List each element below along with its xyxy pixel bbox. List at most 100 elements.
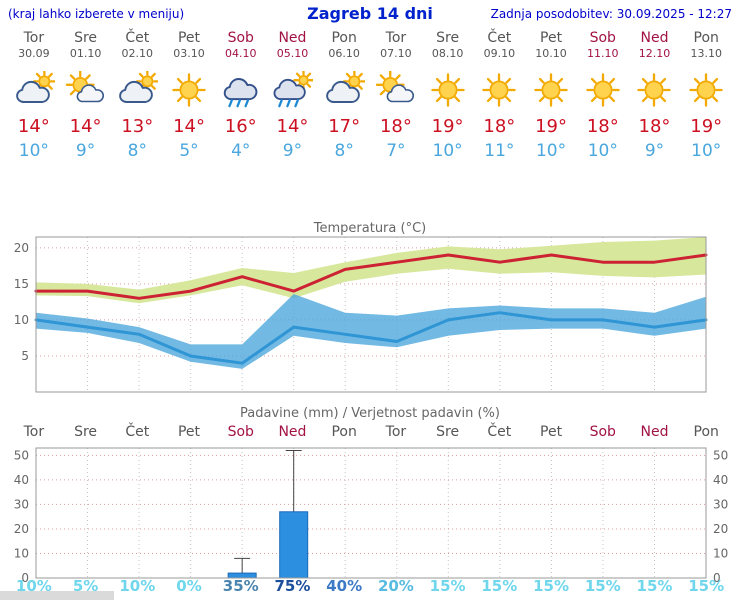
precip-probability: 0% (176, 577, 202, 595)
svg-text:30: 30 (14, 497, 29, 511)
svg-text:50: 50 (14, 448, 29, 462)
temp-max: 19° (431, 116, 464, 137)
svg-text:20: 20 (14, 522, 29, 536)
svg-text:15: 15 (14, 277, 29, 291)
precip-day-label: Čet (487, 424, 512, 440)
forecast-day-column[interactable]: Čet 02.10 13° 8° (111, 30, 163, 161)
precip-probability: 15% (584, 577, 621, 595)
temp-max: 14° (17, 116, 50, 137)
temp-max: 14° (173, 116, 205, 137)
forecast-day-column[interactable]: Ned 05.10 14° 9° (267, 30, 319, 161)
day-name: Sre (74, 30, 98, 46)
rain-icon (215, 71, 267, 113)
temp-max: 18° (586, 116, 619, 137)
temp-min: 10° (432, 141, 463, 161)
precip-day-label: Pon (331, 424, 357, 440)
day-date: 11.10 (587, 47, 619, 60)
day-date: 10.10 (535, 47, 567, 60)
temperature-chart: 5 10 15 20 (14, 236, 708, 393)
forecast-day-column[interactable]: Sob 11.10 18° 10° (577, 30, 629, 161)
temp-min: 9° (644, 141, 665, 161)
forecast-day-column[interactable]: Sre 01.10 14° 9° (60, 30, 112, 161)
svg-text:20: 20 (713, 522, 728, 536)
svg-text:5: 5 (21, 349, 29, 363)
precip-probability: 20% (377, 577, 414, 595)
forecast-day-column[interactable]: Pon 13.10 19° 10° (680, 30, 732, 161)
sunny-icon (473, 71, 525, 113)
day-name: Čet (487, 30, 512, 46)
temp-max: 19° (535, 116, 567, 137)
temp-min: 8° (127, 141, 147, 161)
temp-min: 7° (386, 141, 406, 161)
precip-day-label: Ned (640, 424, 669, 440)
precip-day-labels: Tor Sre Čet Pet Sob Ned Pon Tor Sre Čet Pet Sob Ned P… (8, 424, 732, 440)
temp-min: 4° (231, 141, 251, 161)
svg-text:10: 10 (713, 546, 728, 560)
forecast-day-column[interactable]: Ned 12.10 18° 9° (629, 30, 681, 161)
rain-sun-icon (267, 71, 319, 113)
forecast-day-column[interactable]: Tor 30.09 14° 10° (8, 30, 60, 161)
svg-text:50: 50 (713, 448, 728, 462)
precip-day-label: Tor (23, 424, 45, 440)
precip-day-label: Sre (74, 424, 98, 440)
temp-min: 10° (587, 141, 618, 161)
precip-probability: 10% (15, 577, 52, 595)
day-date: 08.10 (431, 47, 464, 60)
day-date: 07.10 (380, 47, 412, 60)
forecast-day-column[interactable]: Čet 09.10 18° 11° (473, 30, 525, 161)
forecast-day-column[interactable]: Pon 06.10 17° 8° (318, 30, 370, 161)
precip-probability: 10% (119, 577, 156, 595)
forecast-strip: Tor 30.09 14° 10° Sre 01.10 14° 9° Čet 02.10 13° 8°… (8, 30, 732, 161)
precip-probability: 15% (481, 577, 518, 595)
page-title: Zagreb 14 dni (307, 4, 433, 23)
svg-text:0: 0 (21, 571, 29, 582)
forecast-day-column[interactable]: Pet 10.10 19° 10° (525, 30, 577, 161)
day-name: Ned (278, 30, 307, 46)
forecast-day-column[interactable]: Pet 03.10 14° 5° (163, 30, 215, 161)
temp-min: 10° (18, 141, 49, 161)
sunny-icon (680, 71, 732, 113)
temp-max: 18° (638, 116, 671, 137)
svg-text:0: 0 (713, 571, 721, 582)
precip-probability: 15% (533, 577, 569, 595)
day-date: 13.10 (690, 47, 722, 60)
temp-max: 14° (276, 116, 309, 137)
temp-min: 10° (691, 141, 722, 161)
day-name: Sre (436, 30, 460, 46)
svg-text:40: 40 (14, 473, 29, 487)
svg-text:10: 10 (14, 313, 29, 327)
precip-probability: 5% (72, 577, 99, 595)
temp-chart-title: Temperatura (°C) (313, 221, 427, 236)
forecast-day-column[interactable]: Sob 04.10 16° 4° (215, 30, 267, 161)
svg-text:10: 10 (14, 546, 29, 560)
temp-min: 11° (484, 141, 515, 161)
day-name: Pon (331, 30, 357, 46)
sunny-icon (577, 71, 629, 113)
sunny-icon (629, 71, 681, 113)
precip-probability: 15% (429, 577, 466, 595)
temp-max: 14° (69, 116, 102, 137)
day-name: Sob (589, 30, 616, 46)
precip-probability: 15% (636, 577, 673, 595)
temp-min: 9° (282, 141, 303, 161)
precip-day-label: Sob (227, 424, 254, 440)
day-date: 01.10 (69, 47, 102, 60)
temp-max: 18° (483, 116, 516, 137)
precip-day-label: Čet (125, 424, 150, 440)
temp-max: 16° (224, 116, 257, 137)
last-update: Zadnja posodobitev: 30.09.2025 - 12:27 (490, 7, 732, 21)
forecast-day-column[interactable]: Sre 08.10 19° 10° (422, 30, 474, 161)
day-date: 05.10 (276, 47, 309, 60)
precip-day-label: Tor (385, 424, 407, 440)
precip-probability: 40% (326, 577, 363, 595)
svg-text:40: 40 (713, 473, 728, 487)
sunny-icon (163, 71, 215, 113)
day-date: 12.10 (638, 47, 671, 60)
precip-day-label: Pon (693, 424, 719, 440)
temp-max: 18° (379, 116, 412, 137)
day-name: Tor (385, 30, 407, 46)
forecast-day-column[interactable]: Tor 07.10 18° 7° (370, 30, 422, 161)
day-name: Pet (177, 30, 201, 46)
precip-probability: 35% (222, 577, 259, 595)
day-name: Pon (693, 30, 719, 46)
